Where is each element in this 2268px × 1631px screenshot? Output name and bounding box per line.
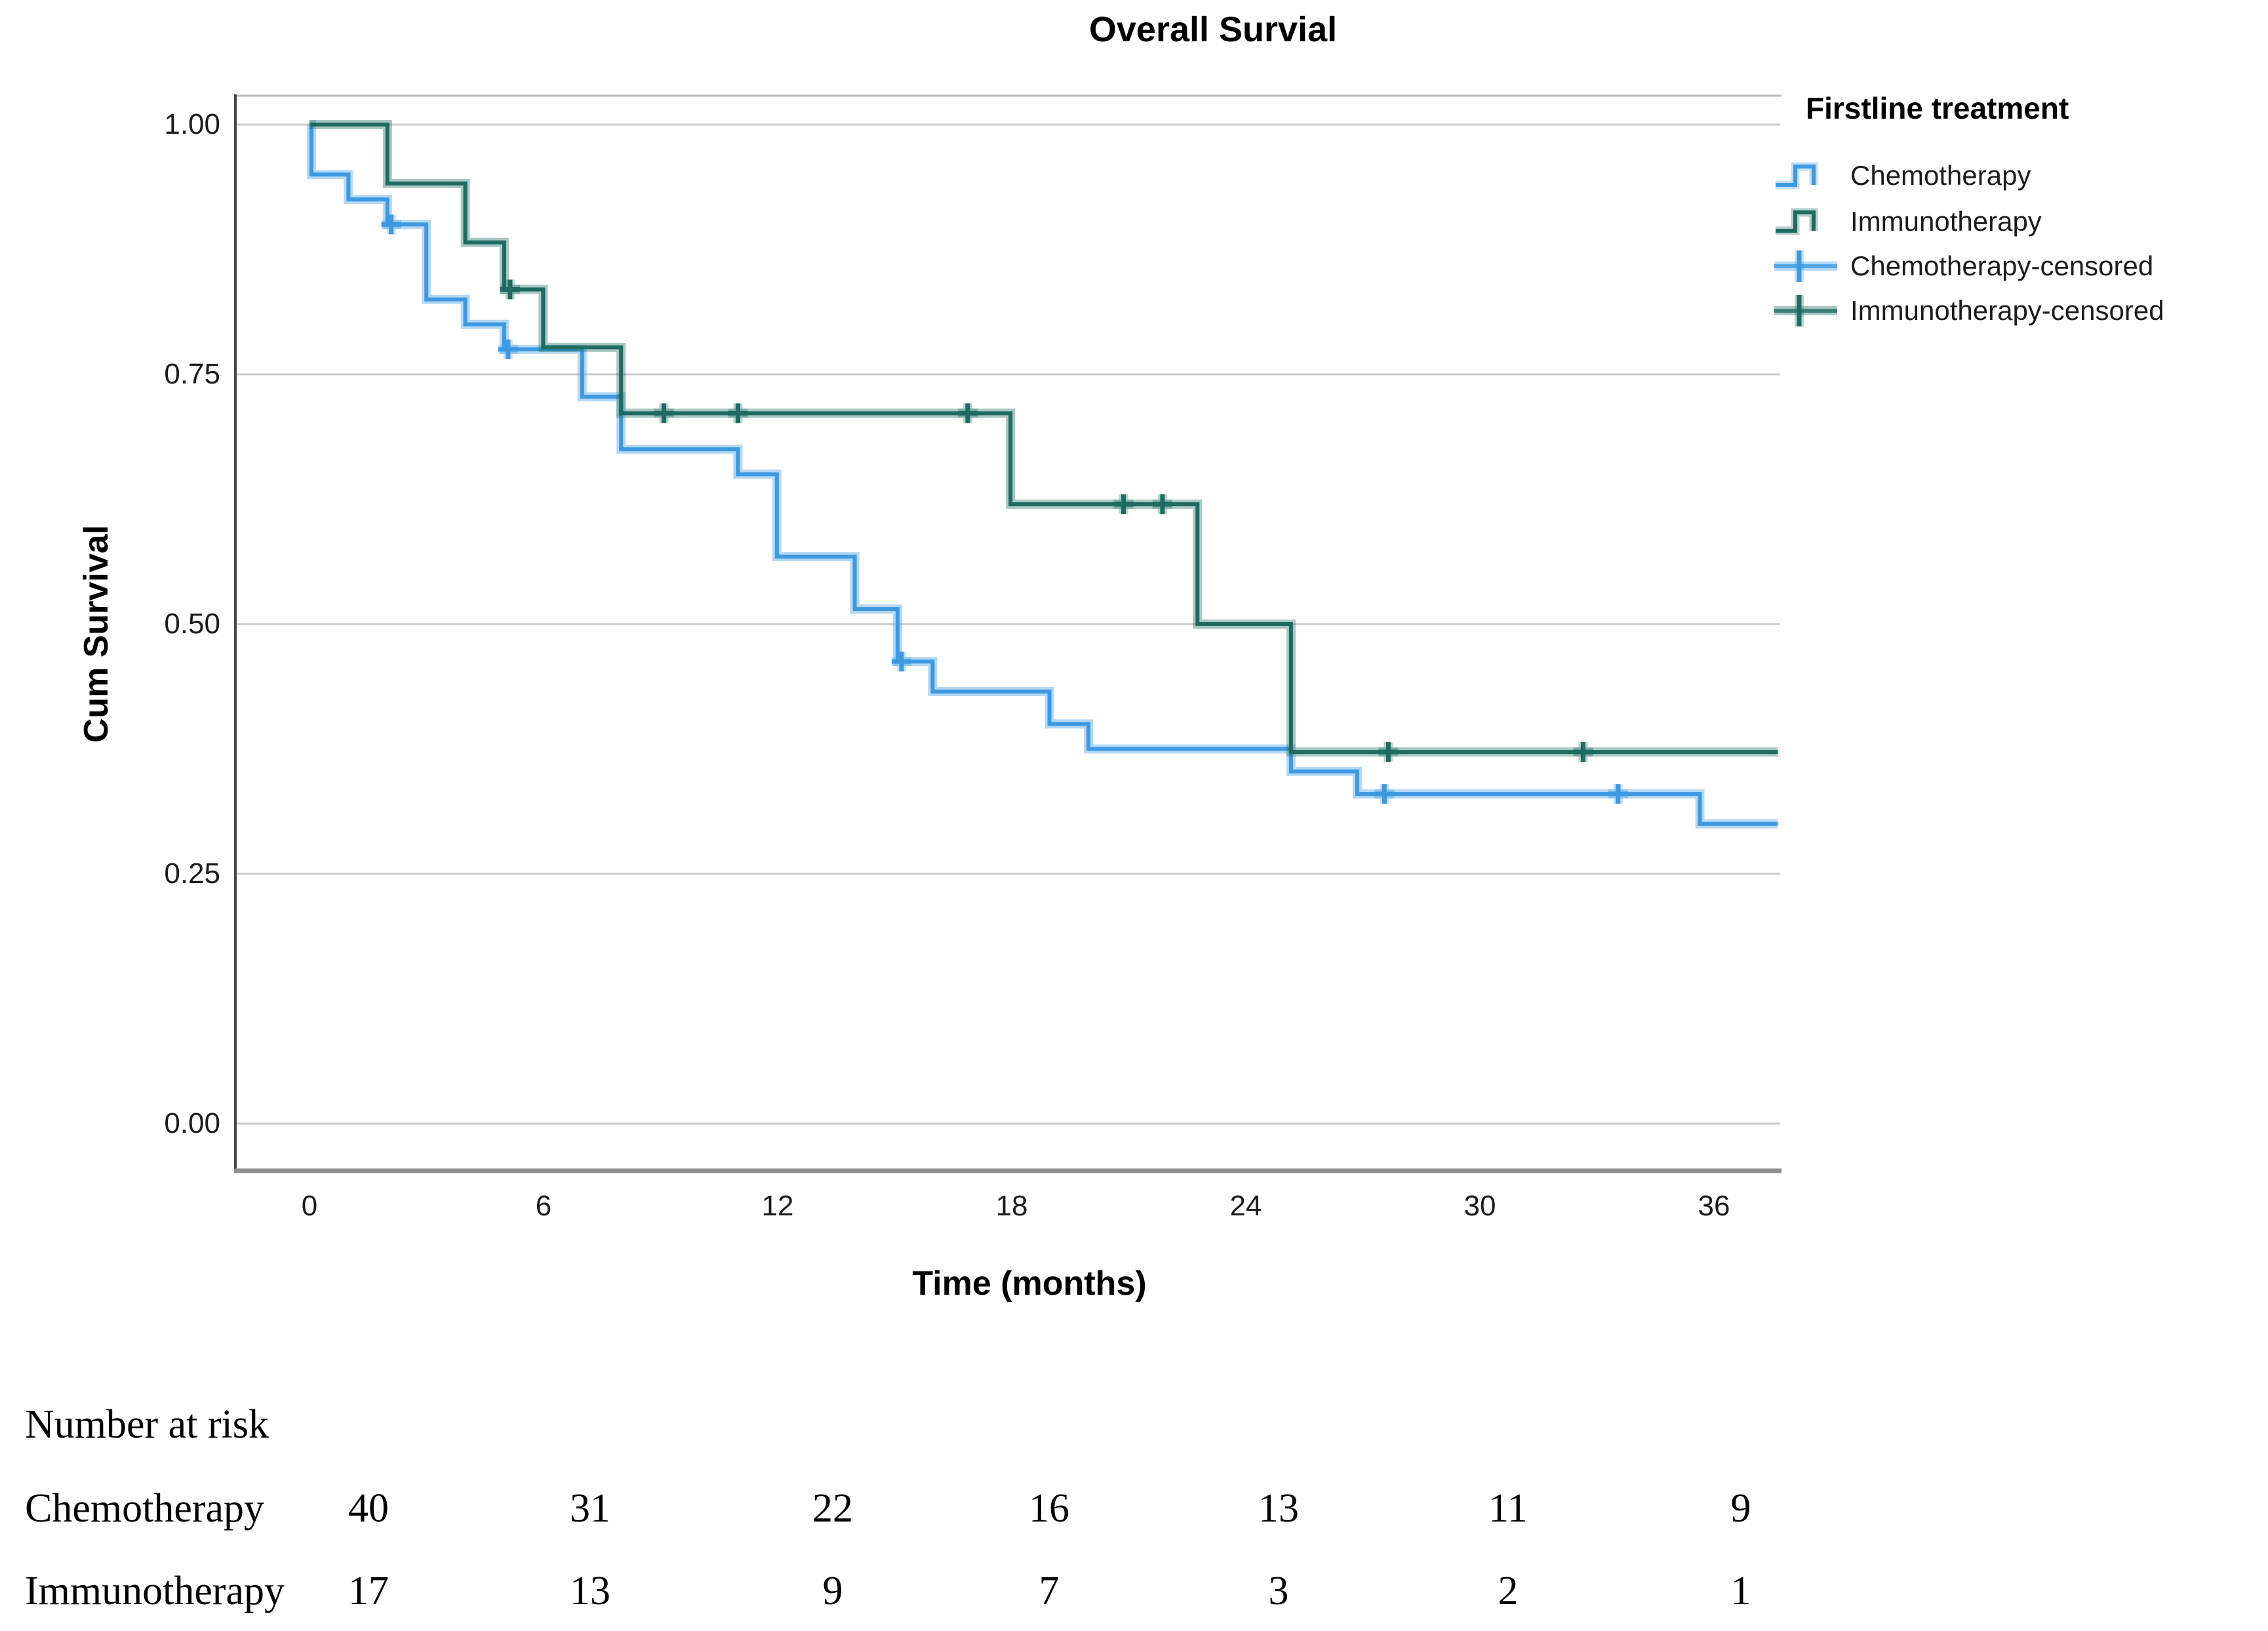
legend-label-immunotherapy-censored: Immunotherapy-censored bbox=[1850, 295, 2164, 326]
risk-value: 16 bbox=[1029, 1486, 1069, 1531]
immunotherapy-censored-swatch-icon bbox=[1774, 295, 1837, 326]
immunotherapy-censor-marks bbox=[500, 279, 1593, 762]
risk-row-label-immunotherapy: Immunotherapy bbox=[25, 1569, 285, 1613]
risk-value: 31 bbox=[570, 1486, 610, 1531]
immunotherapy-step-swatch-icon bbox=[1776, 208, 1818, 235]
risk-value: 40 bbox=[348, 1486, 389, 1531]
chemotherapy-censor-marks bbox=[381, 214, 1628, 804]
x-tick-36: 36 bbox=[1698, 1190, 1730, 1222]
chemotherapy-curve bbox=[309, 123, 1778, 826]
y-tick-0.00: 0.00 bbox=[164, 1107, 220, 1139]
x-tick-12: 12 bbox=[761, 1190, 794, 1222]
legend-label-immunotherapy: Immunotherapy bbox=[1850, 206, 2042, 237]
risk-value: 2 bbox=[1498, 1569, 1519, 1613]
x-tick-30: 30 bbox=[1463, 1190, 1496, 1222]
risk-value: 22 bbox=[812, 1486, 853, 1531]
immunotherapy-curve-halo bbox=[309, 120, 1778, 757]
risk-value: 1 bbox=[1730, 1569, 1751, 1613]
risk-value: 17 bbox=[348, 1569, 389, 1613]
x-tick-18: 18 bbox=[995, 1190, 1028, 1222]
plot-area bbox=[234, 94, 1781, 1173]
legend-title: Firstline treatment bbox=[1806, 91, 2069, 125]
y-tick-0.75: 0.75 bbox=[164, 358, 220, 390]
legend-label-chemotherapy-censored: Chemotherapy-censored bbox=[1850, 250, 2154, 281]
chemotherapy-censored-swatch-icon bbox=[1774, 250, 1837, 282]
y-tick-1.00: 1.00 bbox=[164, 108, 220, 140]
legend-label-chemotherapy: Chemotherapy bbox=[1850, 160, 2031, 191]
y-tick-0.25: 0.25 bbox=[164, 857, 220, 890]
risk-row-label-chemotherapy: Chemotherapy bbox=[25, 1486, 265, 1531]
risk-value: 13 bbox=[570, 1569, 610, 1613]
risk-value: 9 bbox=[822, 1569, 843, 1613]
chart-title: Overall Survial bbox=[1088, 10, 1338, 49]
chemotherapy-censor-marks-halo bbox=[381, 214, 1628, 804]
chemotherapy-step-swatch-icon bbox=[1776, 162, 1818, 189]
y-tick-0.50: 0.50 bbox=[164, 608, 220, 640]
chemotherapy-curve-halo bbox=[307, 120, 1778, 829]
risk-value: 13 bbox=[1258, 1486, 1299, 1531]
x-tick-24: 24 bbox=[1229, 1190, 1262, 1222]
x-tick-6: 6 bbox=[535, 1190, 552, 1222]
risk-table-title: Number at risk bbox=[25, 1402, 269, 1447]
risk-value: 3 bbox=[1268, 1569, 1289, 1613]
risk-value: 11 bbox=[1488, 1486, 1528, 1531]
risk-value: 9 bbox=[1730, 1486, 1751, 1531]
immunotherapy-curve bbox=[309, 123, 1778, 755]
x-tick-0: 0 bbox=[301, 1190, 318, 1222]
risk-value: 7 bbox=[1039, 1569, 1060, 1613]
x-axis-title: Time (months) bbox=[912, 1265, 1147, 1303]
